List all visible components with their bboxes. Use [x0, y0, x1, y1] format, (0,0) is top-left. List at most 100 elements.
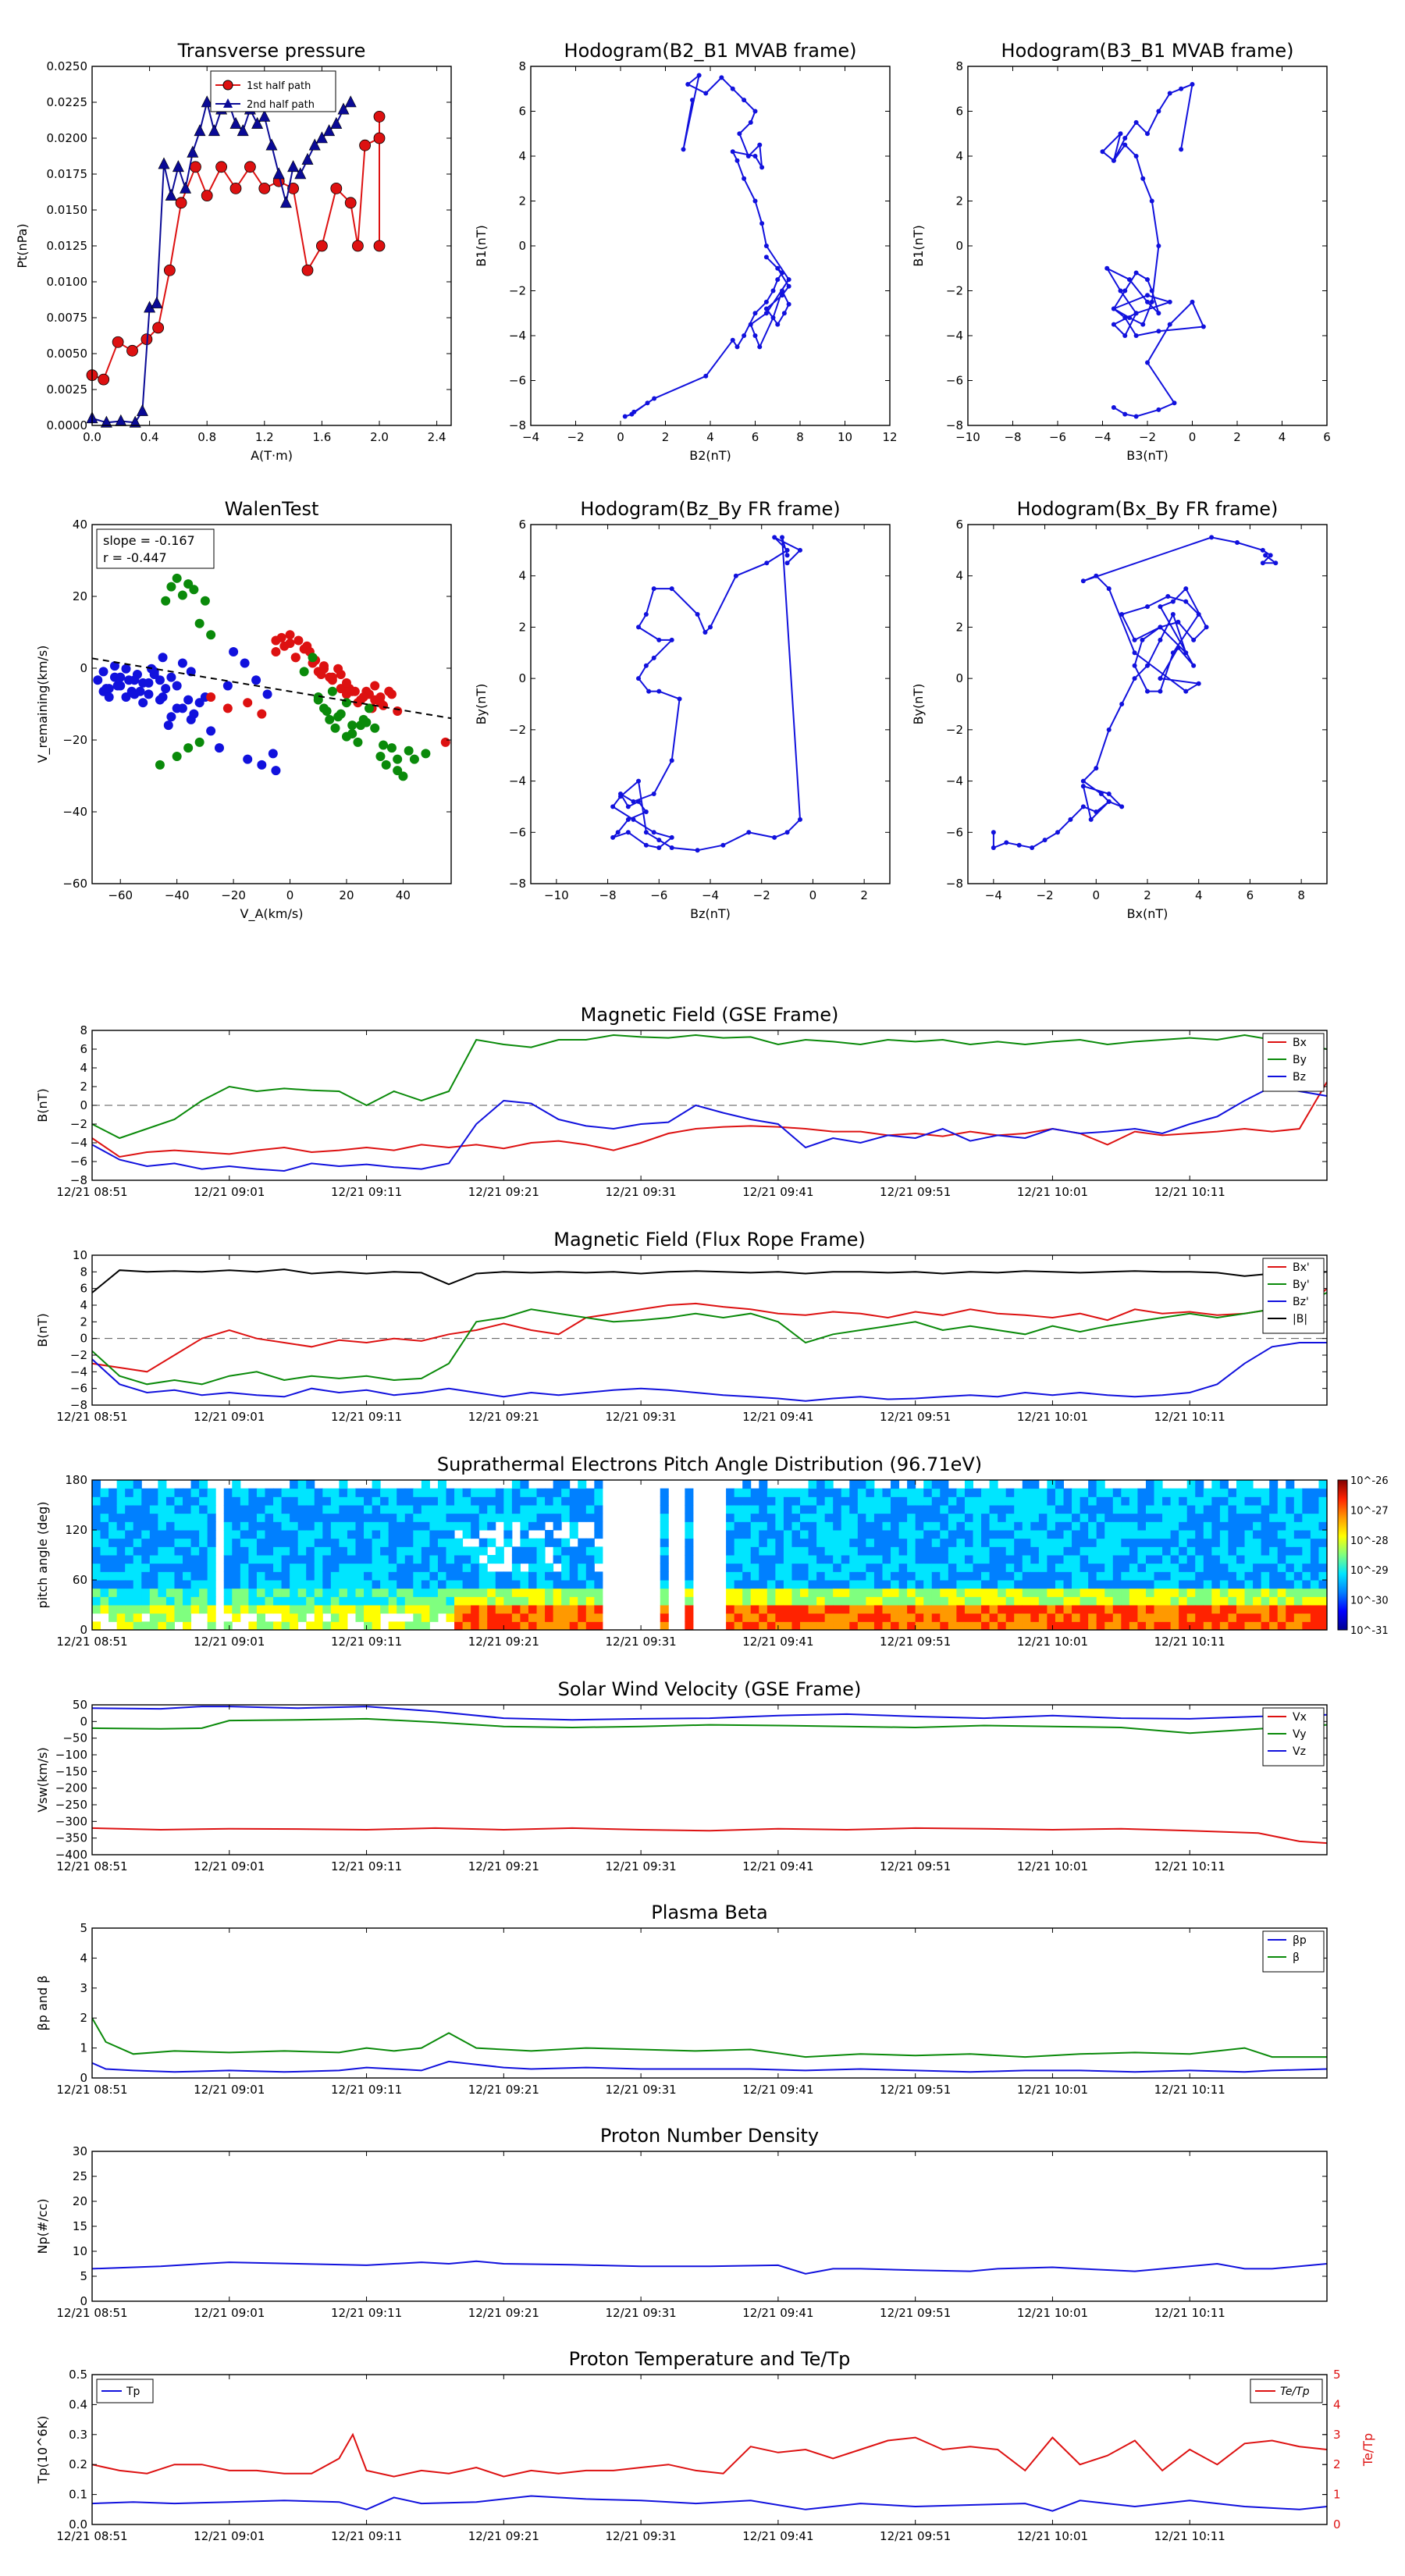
- series-line-2: [92, 1706, 1327, 1721]
- data-point: [651, 792, 656, 796]
- heatmap-cell: [1261, 1555, 1270, 1564]
- heatmap-cell: [1186, 1530, 1196, 1539]
- heatmap-cell: [923, 1605, 933, 1614]
- y-tick-label: 2: [80, 1315, 87, 1329]
- heatmap-cell: [1277, 1521, 1286, 1531]
- heatmap-cell: [190, 1571, 200, 1581]
- heatmap-cell: [223, 1530, 233, 1539]
- data-point: [759, 221, 765, 226]
- heatmap-cell: [256, 1588, 265, 1597]
- heatmap-cell: [330, 1580, 340, 1589]
- heatmap-cell: [165, 1538, 175, 1547]
- heatmap-cell: [1269, 1588, 1279, 1597]
- heatmap-cell: [190, 1580, 200, 1589]
- heatmap-cell: [1154, 1546, 1163, 1556]
- data-point: [690, 98, 695, 103]
- heatmap-cell: [824, 1513, 834, 1522]
- heatmap-cell: [116, 1563, 126, 1572]
- y-tick-label: 5: [80, 2269, 87, 2283]
- heatmap-cell: [907, 1530, 916, 1539]
- y-tick-label: −8: [509, 418, 526, 432]
- heatmap-cell: [511, 1613, 521, 1622]
- heatmap-cell: [931, 1480, 941, 1489]
- heatmap-cell: [306, 1505, 315, 1514]
- heatmap-cell: [1129, 1513, 1138, 1522]
- heatmap-cell: [528, 1521, 538, 1531]
- heatmap-cell: [989, 1546, 998, 1556]
- heatmap-cell: [734, 1513, 743, 1522]
- heatmap-cell: [849, 1513, 859, 1522]
- data-point: [643, 830, 649, 835]
- heatmap-cell: [1154, 1580, 1163, 1589]
- heatmap-cell: [174, 1546, 183, 1556]
- heatmap-cell: [759, 1513, 768, 1522]
- heatmap-cell: [536, 1588, 546, 1597]
- y-tick-label: 20: [73, 2194, 87, 2208]
- data-point: [1122, 333, 1128, 338]
- heatmap-cell: [528, 1613, 538, 1622]
- heatmap-cell: [1203, 1613, 1212, 1622]
- heatmap-cell: [767, 1513, 776, 1522]
- heatmap-cell: [1170, 1538, 1179, 1547]
- heatmap-cell: [956, 1530, 966, 1539]
- heatmap-cell: [1047, 1488, 1056, 1497]
- data-point: [748, 322, 753, 327]
- y-tick-label-right: 4: [1333, 2397, 1341, 2411]
- heatmap-cell: [800, 1580, 809, 1589]
- heatmap-cell: [437, 1538, 447, 1547]
- heatmap-cell: [388, 1621, 397, 1631]
- heatmap-cell: [553, 1580, 562, 1589]
- heatmap-cell: [190, 1538, 200, 1547]
- heatmap-cell: [1080, 1505, 1089, 1514]
- heatmap-cell: [561, 1538, 571, 1547]
- heatmap-cell: [397, 1505, 406, 1514]
- x-tick-label: −4: [985, 888, 1002, 902]
- heatmap-cell: [585, 1588, 595, 1597]
- data-point: [344, 95, 357, 108]
- heatmap-cell: [1088, 1571, 1097, 1581]
- heatmap-cell: [956, 1571, 966, 1581]
- heatmap-cell: [1186, 1488, 1196, 1497]
- scatter-point: [194, 618, 205, 628]
- data-point: [287, 160, 300, 173]
- heatmap-cell: [783, 1546, 792, 1556]
- data-point: [631, 799, 636, 804]
- heatmap-cell: [553, 1538, 562, 1547]
- heatmap-cell: [297, 1538, 307, 1547]
- heatmap-cell: [141, 1546, 151, 1556]
- y-tick-label: 0: [80, 1098, 87, 1112]
- heatmap-cell: [800, 1555, 809, 1564]
- heatmap-cell: [158, 1480, 167, 1489]
- heatmap-cell: [1236, 1538, 1246, 1547]
- data-point: [636, 778, 641, 784]
- heatmap-cell: [404, 1605, 414, 1614]
- heatmap-cell: [330, 1546, 340, 1556]
- heatmap-cell: [347, 1538, 356, 1547]
- heatmap-cell: [1219, 1496, 1229, 1506]
- heatmap-cell: [783, 1505, 792, 1514]
- heatmap-cell: [800, 1530, 809, 1539]
- scatter-point: [144, 678, 154, 688]
- y-tick-label: 2: [955, 194, 963, 208]
- heatmap-cell: [372, 1530, 381, 1539]
- heatmap-cell: [339, 1538, 348, 1547]
- heatmap-cell: [931, 1521, 941, 1531]
- heatmap-cell: [545, 1538, 554, 1547]
- heatmap-cell: [973, 1505, 982, 1514]
- heatmap-cell: [931, 1546, 941, 1556]
- heatmap-cell: [1096, 1621, 1105, 1631]
- heatmap-cell: [199, 1563, 208, 1572]
- heatmap-cell: [1293, 1538, 1303, 1547]
- heatmap-cell: [1162, 1488, 1172, 1497]
- heatmap-cell: [824, 1580, 834, 1589]
- heatmap-cell: [1310, 1571, 1319, 1581]
- heatmap-cell: [495, 1555, 504, 1564]
- heatmap-cell: [397, 1538, 406, 1547]
- heatmap-cell: [973, 1596, 982, 1606]
- heatmap-cell: [791, 1530, 801, 1539]
- heatmap-cell: [1236, 1496, 1246, 1506]
- heatmap-cell: [1096, 1488, 1105, 1497]
- scatter-point: [381, 760, 391, 770]
- heatmap-cell: [726, 1488, 735, 1497]
- heatmap-cell: [536, 1555, 546, 1564]
